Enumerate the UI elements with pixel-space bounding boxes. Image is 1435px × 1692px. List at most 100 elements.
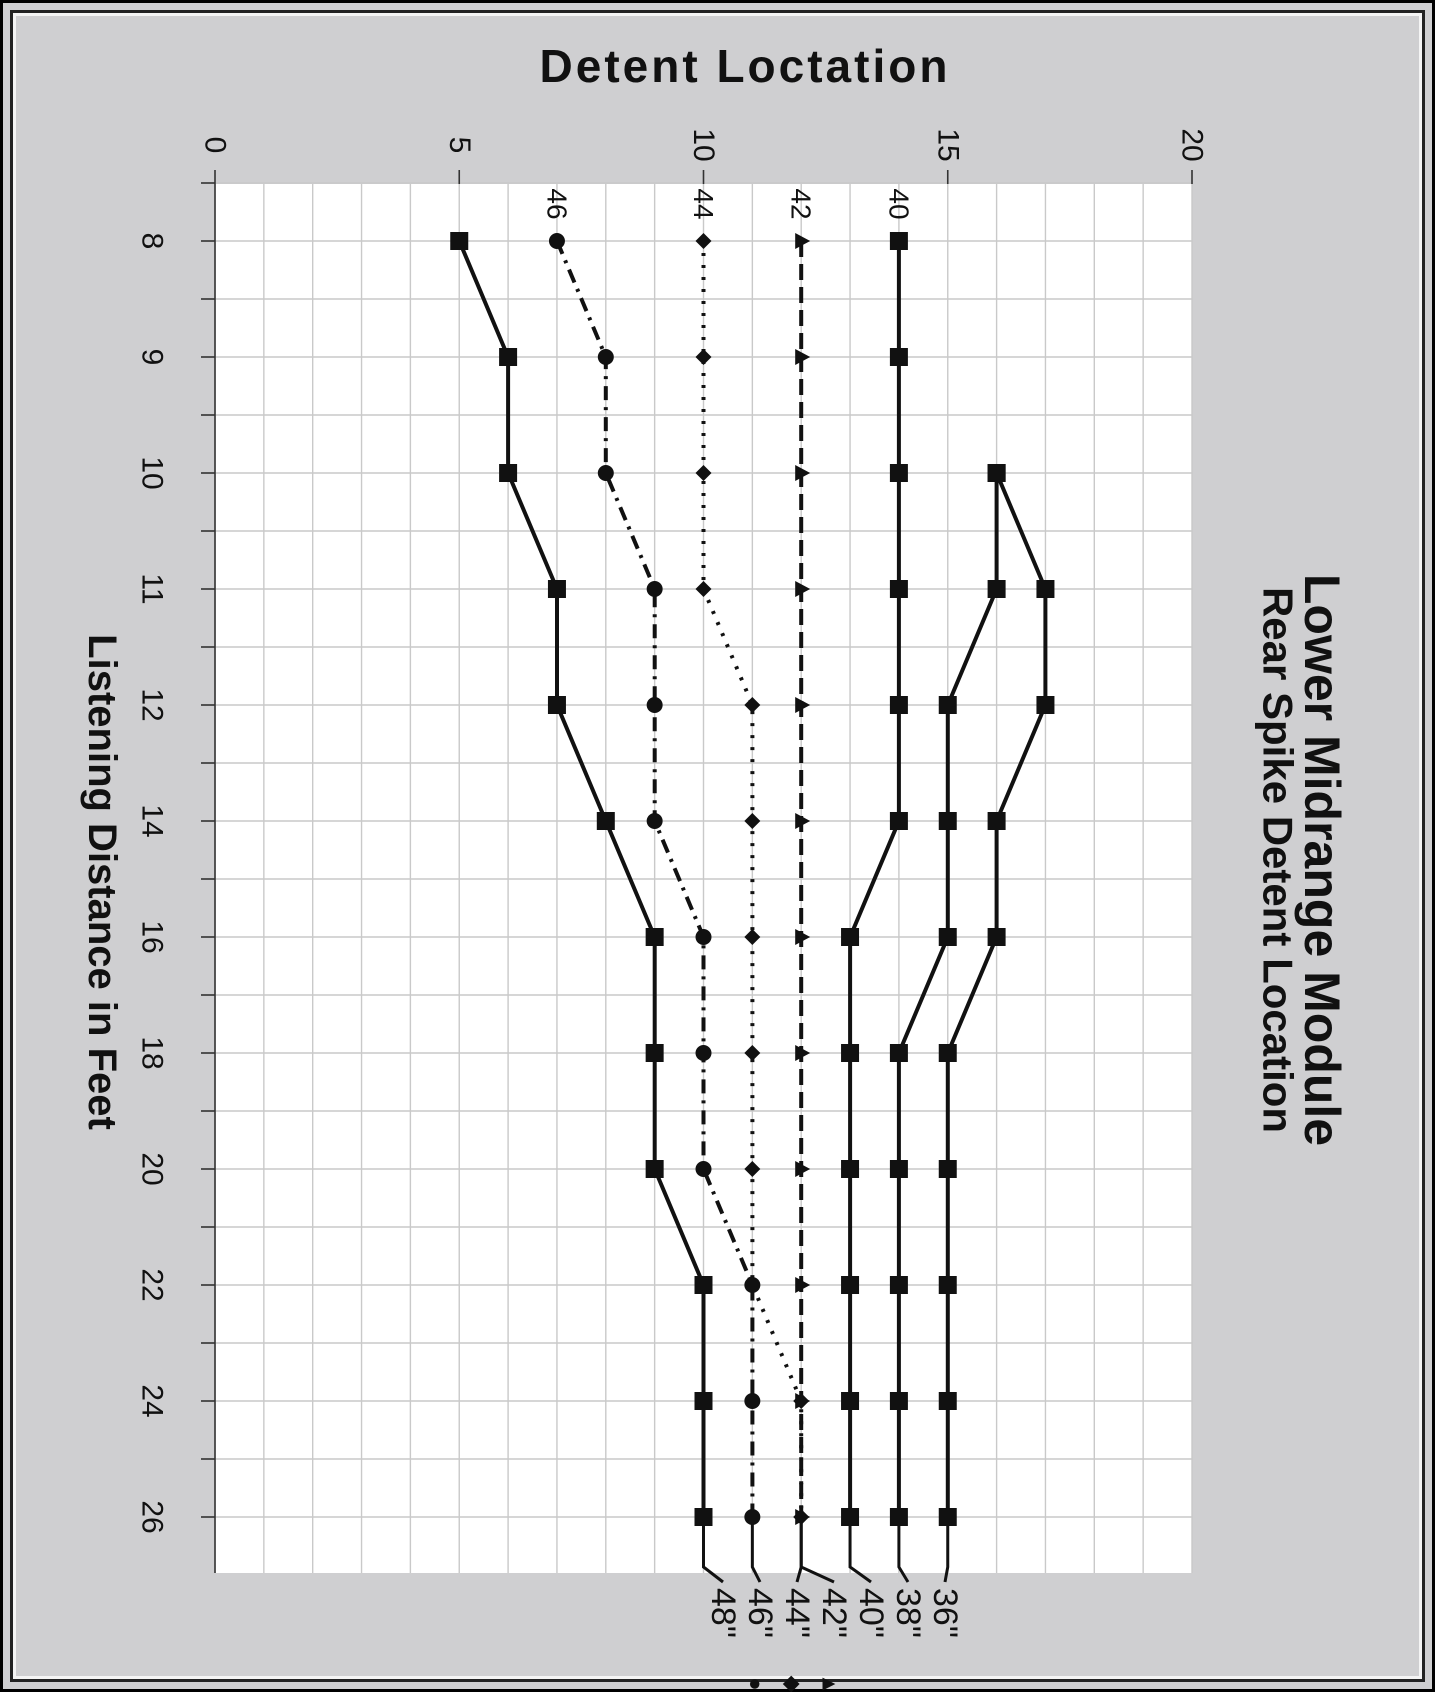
marker-square: [841, 1276, 860, 1294]
category-tick-label: 16: [136, 920, 169, 953]
series-line: [555, 240, 755, 1517]
series-leader-line: [795, 1517, 803, 1583]
marker-square: [694, 1508, 713, 1526]
marker-diamond: [744, 697, 761, 713]
category-tick-label: 14: [136, 804, 169, 837]
category-tick-label: 18: [136, 1036, 169, 1069]
marker-triangle: [795, 1161, 811, 1177]
series-leader-line: [750, 1517, 762, 1583]
marker-square: [450, 232, 469, 250]
marker-square: [889, 1276, 908, 1294]
category-axis-title: Listening Distance in Feet: [80, 634, 124, 1130]
category-tick-label: 9: [136, 349, 169, 366]
marker-triangle: [795, 349, 811, 365]
marker-diamond: [744, 1045, 761, 1061]
marker-diamond: [744, 929, 761, 945]
marker-square: [841, 1392, 860, 1410]
marker-diamond: [695, 581, 712, 597]
marker-square: [938, 1044, 957, 1062]
marker-triangle: [795, 813, 811, 829]
marker-diamond: [744, 813, 761, 829]
marker-square: [841, 1044, 860, 1062]
category-tick-label: 22: [136, 1268, 169, 1301]
marker-circle: [744, 1277, 761, 1293]
series-leader-line: [702, 1517, 724, 1584]
marker-triangle: [795, 233, 811, 249]
marker-circle: [695, 1045, 712, 1061]
marker-circle: [597, 465, 614, 481]
series-start-label: 40: [883, 188, 914, 219]
marker-square: [938, 696, 957, 714]
series-markers: [450, 232, 1055, 1526]
marker-triangle: [795, 581, 811, 597]
series-end-label: 42": [815, 1588, 853, 1638]
series-end-label: 40": [852, 1588, 890, 1638]
marker-circle: [646, 697, 663, 713]
labels: 0 5 10 15 20 8 9 10 11 12 14 16 18 20 22 24 26 Detent Loc…: [80, 40, 1350, 1692]
marker-square: [841, 1160, 860, 1178]
series-legend-marker: ●: [744, 1677, 769, 1690]
marker-diamond: [793, 1393, 810, 1409]
value-tick-label: 0: [199, 137, 232, 154]
marker-triangle: [795, 1277, 811, 1293]
marker-square: [889, 580, 908, 598]
series-start-label: 46: [541, 188, 572, 219]
marker-square: [1036, 696, 1055, 714]
marker-diamond: [793, 1509, 810, 1525]
value-axis-title: Detent Loctation: [540, 40, 951, 92]
category-tick-label: 24: [136, 1384, 169, 1417]
marker-square: [547, 696, 566, 714]
marker-circle: [695, 1161, 712, 1177]
series-leader-line: [897, 1517, 910, 1583]
series-line: [896, 473, 999, 1517]
marker-circle: [597, 349, 614, 365]
marker-circle: [695, 929, 712, 945]
category-tick-label: 20: [136, 1152, 169, 1185]
marker-square: [889, 232, 908, 250]
series-lines: [457, 240, 1048, 1584]
marker-triangle: [795, 697, 811, 713]
marker-triangle: [795, 929, 811, 945]
series-end-label: 38": [889, 1588, 927, 1638]
marker-square: [645, 1044, 664, 1062]
category-tick-label: 10: [136, 456, 169, 489]
series-end-label: 46": [741, 1588, 779, 1638]
value-tick-label: 10: [687, 128, 720, 161]
chart-subtitle: Rear Spike Detent Location: [1255, 587, 1302, 1133]
marker-diamond: [695, 349, 712, 365]
marker-square: [889, 812, 908, 830]
chart-title: Lower Midrange Module: [1294, 574, 1350, 1146]
series-line: [848, 241, 901, 1517]
marker-square: [694, 1276, 713, 1294]
marker-square: [645, 928, 664, 946]
marker-square: [499, 464, 518, 482]
marker-square: [694, 1392, 713, 1410]
marker-circle: [744, 1509, 761, 1525]
marker-square: [889, 1508, 908, 1526]
category-tick-label: 26: [136, 1500, 169, 1533]
marker-square: [547, 580, 566, 598]
marker-square: [938, 1392, 957, 1410]
marker-square: [596, 812, 615, 830]
marker-square: [499, 348, 518, 366]
marker-square: [938, 1160, 957, 1178]
marker-square: [938, 812, 957, 830]
category-tick-label: 8: [136, 233, 169, 250]
marker-square: [987, 928, 1006, 946]
series-legend-marker: ◆: [781, 1676, 806, 1692]
series-start-label: 42: [786, 188, 817, 219]
series-line: [457, 240, 706, 1517]
category-tick-label: 11: [136, 573, 169, 604]
marker-square: [889, 1160, 908, 1178]
marker-square: [987, 812, 1006, 830]
marker-square: [841, 1508, 860, 1526]
axes: [201, 170, 1193, 1573]
marker-square: [1036, 580, 1055, 598]
marker-square: [889, 1044, 908, 1062]
marker-triangle: [795, 465, 811, 481]
marker-square: [987, 580, 1006, 598]
marker-square: [889, 696, 908, 714]
marker-diamond: [695, 233, 712, 249]
marker-square: [938, 928, 957, 946]
marker-square: [987, 464, 1006, 482]
